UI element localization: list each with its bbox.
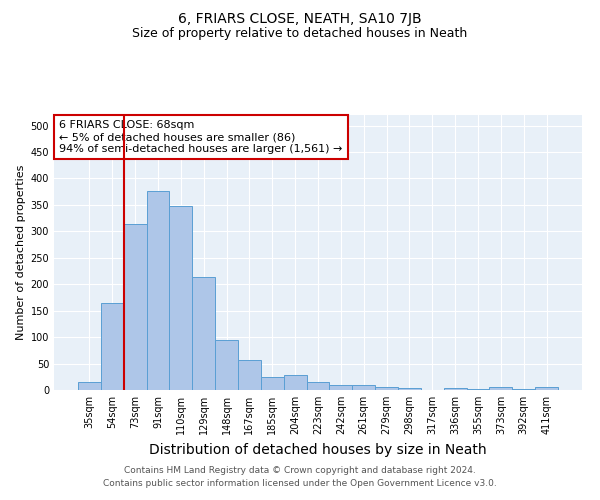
Bar xyxy=(490,387,512,390)
Bar xyxy=(398,388,421,390)
Y-axis label: Number of detached properties: Number of detached properties xyxy=(16,165,26,340)
Bar xyxy=(352,384,375,390)
Bar xyxy=(101,304,124,390)
Bar xyxy=(192,278,215,390)
Text: 6, FRIARS CLOSE, NEATH, SA10 7JB: 6, FRIARS CLOSE, NEATH, SA10 7JB xyxy=(178,12,422,26)
Bar xyxy=(146,190,169,390)
Text: Contains HM Land Registry data © Crown copyright and database right 2024.
Contai: Contains HM Land Registry data © Crown c… xyxy=(103,466,497,487)
Bar xyxy=(124,224,146,390)
Bar xyxy=(169,206,192,390)
Bar xyxy=(238,360,261,390)
Bar xyxy=(535,388,558,390)
Bar xyxy=(284,374,307,390)
Bar xyxy=(375,387,398,390)
Bar xyxy=(215,340,238,390)
Text: Size of property relative to detached houses in Neath: Size of property relative to detached ho… xyxy=(133,28,467,40)
Bar xyxy=(329,384,352,390)
Text: 6 FRIARS CLOSE: 68sqm
← 5% of detached houses are smaller (86)
94% of semi-detac: 6 FRIARS CLOSE: 68sqm ← 5% of detached h… xyxy=(59,120,343,154)
X-axis label: Distribution of detached houses by size in Neath: Distribution of detached houses by size … xyxy=(149,442,487,456)
Bar xyxy=(261,377,284,390)
Bar xyxy=(307,382,329,390)
Bar xyxy=(444,388,467,390)
Bar xyxy=(78,382,101,390)
